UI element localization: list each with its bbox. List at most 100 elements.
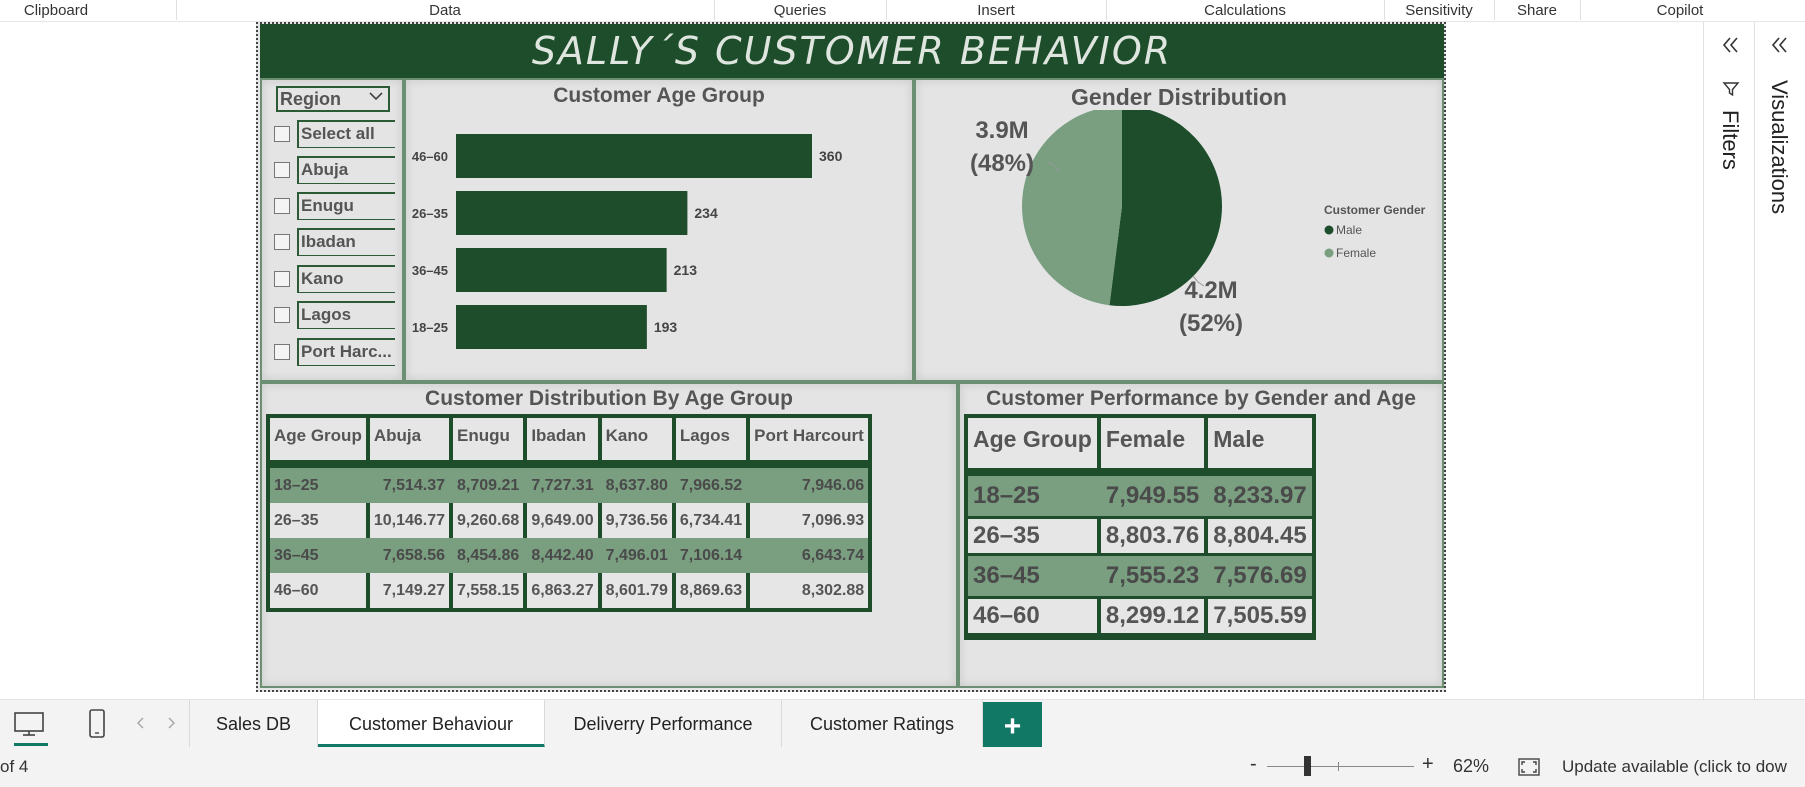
value-cell: 6,643.74 [750, 538, 869, 573]
column-header[interactable]: Age Group [968, 418, 1101, 476]
age-group-bar-chart: 46–60 360 26–35 234 36–45 213 18–25 193 [412, 134, 843, 349]
slicer-item-enugu[interactable]: Enugu [272, 192, 402, 220]
slicer-item-abuja[interactable]: Abuja [272, 156, 402, 184]
category-label: 26–35 [412, 206, 448, 221]
active-layout-indicator [14, 743, 48, 746]
value-cell: 7,658.56 [369, 538, 454, 573]
ribbon-separator [1384, 0, 1385, 20]
column-header[interactable]: Kano [601, 418, 676, 468]
visualizations-label: Visualizations [1767, 80, 1792, 215]
slicer-item-lagos[interactable]: Lagos [272, 301, 402, 329]
pie-slice-female [1022, 110, 1122, 306]
slice-percent-label: (48%) [970, 150, 1034, 177]
ribbon-separator [1580, 0, 1581, 20]
distribution-table-panel[interactable]: Customer Distribution By Age Group Age G… [260, 382, 958, 688]
zoom-level[interactable]: 62% [1453, 756, 1490, 776]
value-cell: 7,514.37 [369, 468, 454, 503]
desktop-layout-icon[interactable] [12, 710, 48, 746]
slicer-item-kano[interactable]: Kano [272, 265, 402, 293]
column-header[interactable]: Male [1208, 418, 1312, 476]
checkbox[interactable] [274, 126, 290, 142]
checkbox[interactable] [274, 198, 290, 214]
value-cell: 8,302.88 [750, 573, 869, 608]
value-cell: 8,637.80 [601, 468, 676, 503]
value-cell: 6,734.41 [675, 503, 751, 538]
value-cell: 8,601.79 [601, 573, 676, 608]
chevron-left-icon[interactable] [135, 716, 147, 735]
column-header[interactable]: Port Harcourt [750, 418, 869, 468]
data-label: 234 [694, 205, 718, 221]
data-label: 360 [819, 148, 843, 164]
age-group-chart-panel[interactable]: Customer Age Group 46–60 360 26–35 234 36–45… [404, 78, 914, 382]
value-cell: 7,966.52 [675, 468, 751, 503]
performance-table-panel[interactable]: Customer Performance by Gender and Age A… [958, 382, 1444, 688]
ribbon-separator [714, 0, 715, 20]
page-tab[interactable]: Customer Ratings [782, 700, 983, 748]
page-tab[interactable]: Customer Behaviour [318, 700, 545, 748]
mobile-layout-icon[interactable] [86, 708, 108, 745]
value-cell: 8,803.76 [1100, 516, 1209, 556]
add-page-button[interactable]: + [983, 702, 1042, 754]
column-header[interactable]: Female [1100, 418, 1209, 476]
row-label-cell: 36–45 [968, 556, 1101, 596]
zoom-out-button[interactable]: - [1250, 753, 1257, 775]
column-header[interactable]: Ibadan [527, 418, 602, 468]
value-cell: 7,106.14 [675, 538, 751, 573]
header-row: Age Group Female Male [968, 418, 1312, 476]
gender-chart-panel[interactable]: Gender Distribution 3.9M (48%) 4.2M (52%) Cu… [914, 78, 1444, 382]
zoom-slider-thumb[interactable] [1304, 756, 1311, 776]
right-panes: Filters Visualizations [1703, 22, 1805, 699]
page-tab[interactable]: Deliverry Performance [545, 700, 782, 748]
value-cell: 8,709.21 [453, 468, 528, 503]
row-label-cell: 26–35 [270, 503, 370, 538]
zoom-in-button[interactable]: + [1422, 753, 1434, 775]
table-title: Customer Performance by Gender and Age [986, 387, 1416, 410]
ribbon-group-insert: Insert [977, 2, 1015, 19]
category-label: 36–45 [412, 263, 448, 278]
chevron-right-icon[interactable] [165, 716, 177, 735]
slicer-item-label: Select all [297, 120, 395, 148]
chart-title: Gender Distribution [1071, 84, 1287, 110]
data-label: 193 [654, 319, 678, 335]
checkbox[interactable] [274, 307, 290, 323]
filters-pane[interactable]: Filters [1703, 22, 1754, 699]
legend-marker [1324, 225, 1334, 235]
data-label: 213 [674, 262, 698, 278]
visualizations-pane[interactable]: Visualizations [1754, 22, 1805, 699]
zoom-slider-track[interactable] [1267, 766, 1414, 767]
slicer-dropdown[interactable]: Region [276, 86, 390, 112]
fit-to-page-icon[interactable] [1517, 757, 1541, 782]
slicer-item-select-all[interactable]: Select all [272, 120, 402, 148]
checkbox[interactable] [274, 162, 290, 178]
slicer-item-label: Kano [297, 265, 395, 293]
expand-filters-icon[interactable] [1721, 36, 1741, 59]
page-tab[interactable]: Sales DB [190, 700, 318, 748]
header-row: Age Group Abuja Enugu Ibadan Kano Lagos Port H… [270, 418, 869, 468]
column-header[interactable]: Abuja [369, 418, 454, 468]
value-cell: 7,496.01 [601, 538, 676, 573]
pie-slice-male [1109, 110, 1222, 306]
slicer-item-label: Enugu [297, 192, 395, 220]
checkbox[interactable] [274, 344, 290, 360]
slice-percent-label: (52%) [1179, 310, 1243, 337]
checkbox[interactable] [274, 271, 290, 287]
report-title: SALLY´S CUSTOMER BEHAVIOR [531, 29, 1173, 73]
value-cell: 8,442.40 [527, 538, 602, 573]
column-header[interactable]: Age Group [270, 418, 370, 468]
update-available-notice[interactable]: Update available (click to dow [1562, 757, 1787, 776]
chevron-down-icon [368, 88, 384, 110]
data-table: Age Group Female Male 18–25 7,949.55 8,233.97… [964, 414, 1316, 640]
slice-value-label: 4.2M [1184, 277, 1237, 304]
report-canvas: SALLY´S CUSTOMER BEHAVIOR Region Select … [256, 22, 1446, 692]
slicer-item-ibadan[interactable]: Ibadan [272, 228, 402, 256]
value-cell: 9,736.56 [601, 503, 676, 538]
column-header[interactable]: Enugu [453, 418, 528, 468]
expand-visualizations-icon[interactable] [1770, 36, 1790, 59]
slicer-item-port-harcourt[interactable]: Port Harc... [272, 338, 402, 366]
checkbox[interactable] [274, 234, 290, 250]
column-header[interactable]: Lagos [675, 418, 751, 468]
ribbon-separator [1494, 0, 1495, 20]
row-label-cell: 46–60 [968, 596, 1101, 636]
bar [456, 134, 812, 178]
value-cell: 7,576.69 [1208, 556, 1312, 596]
